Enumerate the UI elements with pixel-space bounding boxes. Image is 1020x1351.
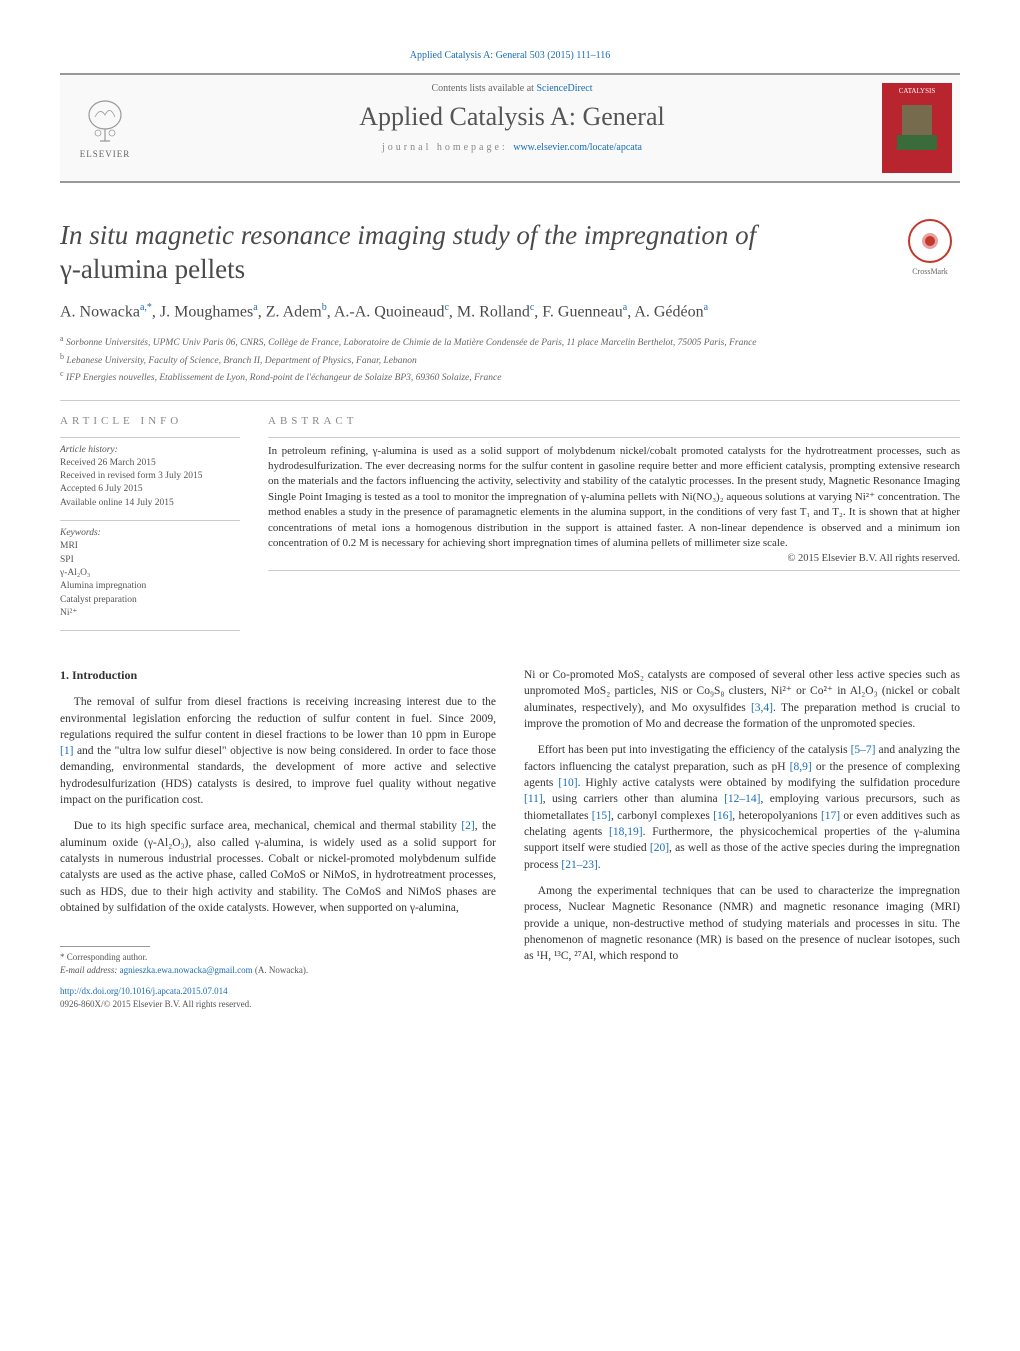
divider: [60, 630, 240, 631]
intro-paragraph-2: Due to its high specific surface area, m…: [60, 818, 496, 916]
col2-paragraph-3: Among the experimental techniques that c…: [524, 883, 960, 965]
footer-rule: [60, 946, 150, 947]
ref-link[interactable]: [11]: [524, 793, 543, 805]
ref-link[interactable]: [5–7]: [851, 744, 876, 756]
contents-prefix: Contents lists available at: [431, 83, 536, 94]
body-column-right: Ni or Co-promoted MoS₂ catalysts are com…: [524, 667, 960, 1010]
affiliation-b: b Lebanese University, Faculty of Scienc…: [60, 351, 960, 368]
divider: [60, 400, 960, 401]
ref-link[interactable]: [17]: [821, 810, 840, 822]
history-online: Available online 14 July 2015: [60, 498, 174, 508]
ref-link[interactable]: [16]: [713, 810, 732, 822]
col2-paragraph-1: Ni or Co-promoted MoS₂ catalysts are com…: [524, 667, 960, 732]
email-link[interactable]: agnieszka.ewa.nowacka@gmail.com: [120, 965, 253, 975]
keywords-label: Keywords:: [60, 528, 101, 538]
journal-reference: Applied Catalysis A: General 503 (2015) …: [60, 50, 960, 61]
col2-paragraph-2: Effort has been put into investigating t…: [524, 742, 960, 873]
affiliation-a: a Sorbonne Universités, UPMC Univ Paris …: [60, 333, 960, 350]
doi-link[interactable]: http://dx.doi.org/10.1016/j.apcata.2015.…: [60, 985, 496, 998]
crossmark-badge[interactable]: CrossMark: [900, 219, 960, 276]
elsevier-tree-icon: [80, 97, 130, 147]
page-footer: * Corresponding author. E-mail address: …: [60, 946, 496, 1010]
divider: [268, 437, 960, 438]
ref-link[interactable]: [3,4]: [751, 702, 773, 714]
ref-link[interactable]: [12–14]: [724, 793, 760, 805]
ref-link[interactable]: [10]: [558, 777, 577, 789]
intro-paragraph-1: The removal of sulfur from diesel fracti…: [60, 694, 496, 808]
email-author: (A. Nowacka).: [255, 965, 308, 975]
introduction-heading: 1. Introduction: [60, 667, 496, 684]
crossmark-icon: [918, 229, 942, 253]
article-info-label: article info: [60, 415, 240, 427]
journal-header: ELSEVIER Contents lists available at Sci…: [60, 73, 960, 183]
abstract-label: abstract: [268, 415, 960, 427]
article-history: Article history: Received 26 March 2015 …: [60, 444, 240, 510]
divider: [60, 437, 240, 438]
ref-link[interactable]: [1]: [60, 745, 73, 757]
ref-link[interactable]: [21–23]: [561, 859, 597, 871]
homepage-line: journal homepage: www.elsevier.com/locat…: [150, 142, 874, 153]
history-received: Received 26 March 2015: [60, 458, 156, 468]
history-label: Article history:: [60, 445, 118, 455]
crossmark-label: CrossMark: [900, 267, 960, 276]
affiliation-c: c IFP Energies nouvelles, Etablissement …: [60, 368, 960, 385]
keywords-block: Keywords: MRISPIγ-Al₂O₃Alumina impregnat…: [60, 527, 240, 620]
publisher-name: ELSEVIER: [80, 149, 131, 159]
homepage-link[interactable]: www.elsevier.com/locate/apcata: [513, 142, 642, 153]
ref-link[interactable]: [18,19]: [609, 826, 643, 838]
ref-link[interactable]: [8,9]: [790, 761, 812, 773]
body-column-left: 1. Introduction The removal of sulfur fr…: [60, 667, 496, 1010]
history-revised: Received in revised form 3 July 2015: [60, 471, 202, 481]
divider: [268, 570, 960, 571]
divider: [60, 520, 240, 521]
article-title: In situ magnetic resonance imaging study…: [60, 219, 880, 287]
cover-graphic-icon: [892, 95, 942, 155]
corresponding-author: * Corresponding author.: [60, 951, 496, 964]
journal-name: Applied Catalysis A: General: [150, 102, 874, 132]
email-label: E-mail address:: [60, 965, 117, 975]
homepage-prefix: journal homepage:: [382, 142, 513, 153]
sciencedirect-link[interactable]: ScienceDirect: [536, 83, 592, 94]
ref-link[interactable]: [2]: [461, 820, 474, 832]
email-line: E-mail address: agnieszka.ewa.nowacka@gm…: [60, 964, 496, 977]
history-accepted: Accepted 6 July 2015: [60, 484, 143, 494]
issn-line: 0926-860X/© 2015 Elsevier B.V. All right…: [60, 998, 496, 1011]
abstract-text: In petroleum refining, γ-alumina is used…: [268, 444, 960, 552]
copyright-line: © 2015 Elsevier B.V. All rights reserved…: [268, 553, 960, 564]
journal-cover-thumb: CATALYSIS: [882, 83, 952, 173]
authors-list: A. Nowackaa,*, J. Moughamesa, Z. Ademb, …: [60, 301, 960, 324]
affiliations: a Sorbonne Universités, UPMC Univ Paris …: [60, 333, 960, 385]
ref-link[interactable]: [15]: [592, 810, 611, 822]
publisher-logo: ELSEVIER: [60, 75, 150, 181]
ref-link[interactable]: [20]: [650, 842, 669, 854]
title-line1: In situ magnetic resonance imaging study…: [60, 220, 756, 250]
contents-line: Contents lists available at ScienceDirec…: [150, 83, 874, 94]
title-line2: γ-alumina pellets: [60, 254, 245, 284]
cover-label: CATALYSIS: [899, 87, 935, 95]
